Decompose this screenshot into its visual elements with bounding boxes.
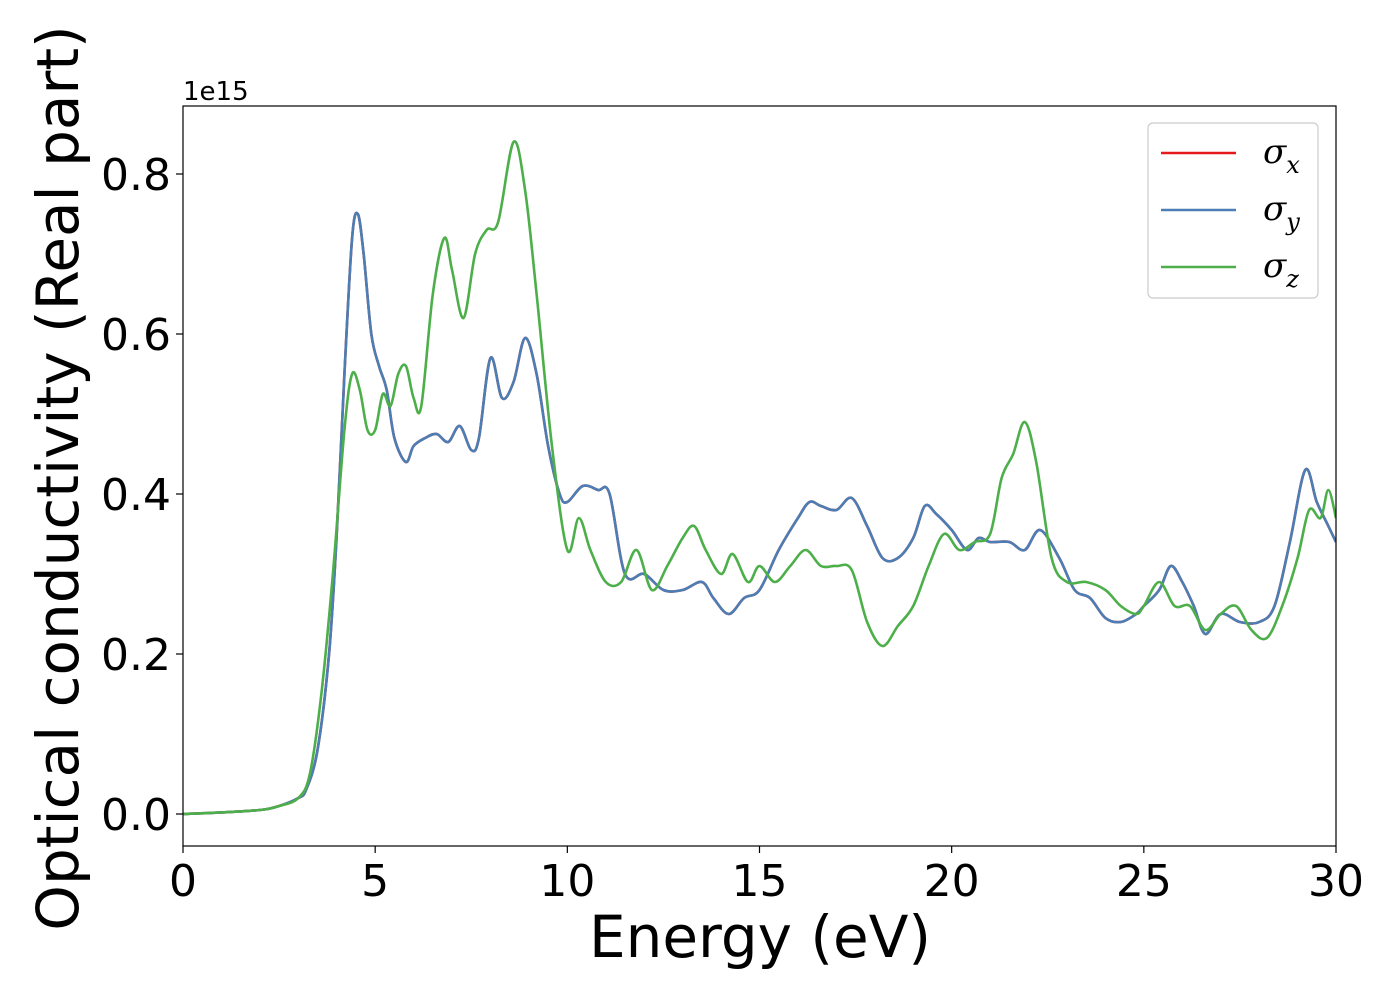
x-tick-label: 30 (1308, 856, 1364, 907)
y-tick-label: 0.8 (101, 150, 171, 201)
legend-label-y: σy (1263, 189, 1300, 236)
x-tick-label: 10 (539, 856, 595, 907)
x-tick-label: 0 (169, 856, 197, 907)
y-tick-label: 0.6 (101, 310, 171, 361)
x-tick-label: 15 (732, 856, 788, 907)
y-tick-label: 0.2 (101, 630, 171, 681)
y-axis-label: Optical conductivity (Real part) (24, 25, 92, 930)
series-line-z (183, 140, 1336, 816)
legend-subscript: x (1286, 151, 1300, 179)
legend-symbol: σ (1263, 132, 1287, 172)
x-axis-ticks: 0 5 10 15 20 25 30 (169, 846, 1364, 907)
legend-subscript: z (1285, 265, 1299, 293)
legend-label-x: σx (1263, 132, 1300, 179)
legend-label-z: σz (1263, 246, 1299, 293)
y-axis-ticks: 0.0 0.2 0.4 0.6 0.8 (101, 150, 183, 841)
legend-symbol: σ (1263, 189, 1287, 229)
legend-symbol: σ (1263, 246, 1287, 286)
y-tick-label: 0.4 (101, 470, 171, 521)
y-tick-label: 0.0 (101, 790, 171, 841)
x-tick-label: 5 (361, 856, 389, 907)
y-offset-label: 1e15 (183, 77, 249, 107)
x-tick-label: 25 (1116, 856, 1172, 907)
x-axis-label: Energy (eV) (589, 903, 931, 971)
series-layer (183, 140, 1336, 816)
x-tick-label: 20 (924, 856, 980, 907)
legend-subscript: y (1285, 208, 1300, 236)
